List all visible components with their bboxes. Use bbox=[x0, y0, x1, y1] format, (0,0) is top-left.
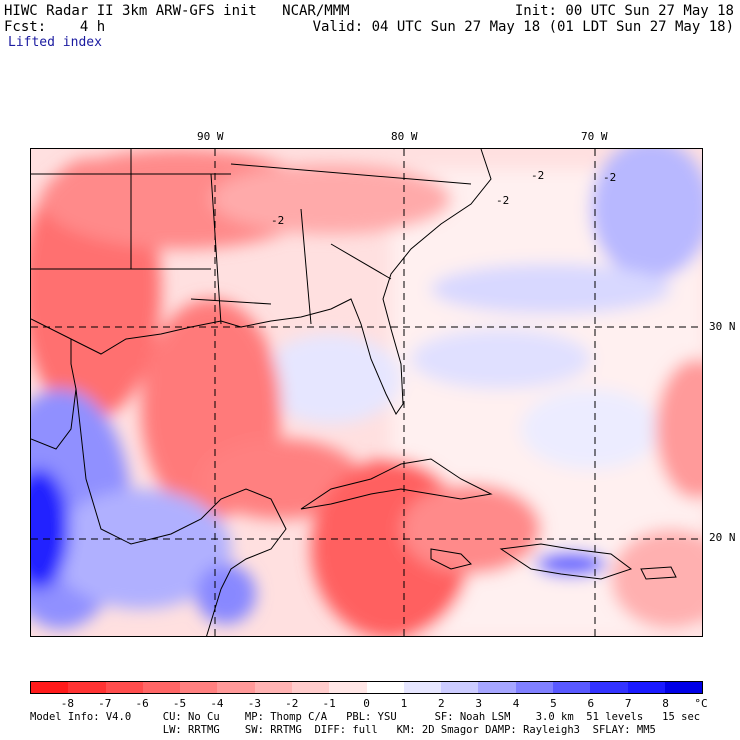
colorbar bbox=[30, 681, 703, 694]
map-canvas: -2 -2 -2 -2 bbox=[31, 149, 702, 636]
colorbar-swatch bbox=[329, 682, 367, 693]
contour-label: -2 bbox=[496, 194, 509, 207]
model-info-line1: Model Info: V4.0 CU: No Cu MP: Thomp C/A… bbox=[30, 711, 701, 723]
colorbar-tick-label: 5 bbox=[550, 697, 557, 710]
colorbar-tick-label: -4 bbox=[210, 697, 224, 710]
lon-label-90w: 90 W bbox=[197, 130, 224, 143]
header-init: Init: 00 UTC Sun 27 May 18 bbox=[514, 3, 734, 19]
colorbar-tick-label: -3 bbox=[247, 697, 261, 710]
colorbar-swatch bbox=[478, 682, 516, 693]
colorbar-swatch bbox=[31, 682, 69, 693]
header-forecast: Fcst: 4 h bbox=[4, 19, 106, 35]
colorbar-swatch bbox=[366, 682, 404, 693]
header-valid: Valid: 04 UTC Sun 27 May 18 (01 LDT Sun … bbox=[312, 19, 734, 35]
contour-label: -2 bbox=[531, 169, 544, 182]
colorbar-tick-label: -2 bbox=[285, 697, 299, 710]
colorbar-swatch bbox=[590, 682, 628, 693]
colorbar-swatch bbox=[142, 682, 181, 693]
lifted-index-map: -2 -2 -2 -2 bbox=[30, 148, 703, 637]
colorbar-tick-label: 1 bbox=[400, 697, 408, 710]
shading-field bbox=[31, 149, 702, 636]
colorbar-tick-label: 0 bbox=[363, 697, 370, 710]
colorbar-tick-label: 4 bbox=[512, 697, 520, 710]
colorbar-tick-label: -6 bbox=[135, 697, 149, 710]
colorbar-swatch bbox=[291, 682, 330, 693]
lat-label-20n: 20 N bbox=[709, 531, 736, 544]
colorbar-swatch bbox=[552, 682, 591, 693]
colorbar-tick-label: -7 bbox=[98, 697, 112, 710]
colorbar-swatch bbox=[515, 682, 553, 693]
colorbar-tick-label: 2 bbox=[437, 697, 445, 710]
colorbar-tick-label: 7 bbox=[624, 697, 632, 710]
colorbar-swatch bbox=[254, 682, 292, 693]
contour-label: -2 bbox=[603, 171, 616, 184]
colorbar-swatch bbox=[105, 682, 143, 693]
colorbar-tick-label: 6 bbox=[587, 697, 595, 710]
colorbar-swatch bbox=[627, 682, 665, 693]
colorbar-swatch bbox=[441, 682, 479, 693]
colorbar-swatch bbox=[217, 682, 255, 693]
lon-label-70w: 70 W bbox=[581, 130, 608, 143]
colorbar-tick-label: -1 bbox=[322, 697, 336, 710]
colorbar-tick-label: 8 bbox=[662, 697, 669, 710]
colorbar-swatch bbox=[403, 682, 442, 693]
contour-label: -2 bbox=[271, 214, 284, 227]
lat-lon-grid bbox=[31, 149, 702, 636]
colorbar-tick-label: 3 bbox=[475, 697, 482, 710]
lat-label-30n: 30 N bbox=[709, 320, 736, 333]
colorbar-swatch bbox=[664, 682, 703, 693]
colorbar-swatch bbox=[68, 682, 106, 693]
colorbar-unit: °C bbox=[694, 697, 708, 710]
colorbar-tick-label: -8 bbox=[60, 697, 74, 710]
colorbar-tick-label: -5 bbox=[172, 697, 187, 710]
lon-label-80w: 80 W bbox=[391, 130, 418, 143]
header-title: HIWC Radar II 3km ARW-GFS init NCAR/MMM bbox=[4, 3, 350, 19]
coastlines bbox=[31, 149, 677, 636]
field-name: Lifted index bbox=[8, 35, 102, 50]
colorbar-swatch bbox=[180, 682, 218, 693]
model-info-line2: LW: RRTMG SW: RRTMG DIFF: full KM: 2D Sm… bbox=[30, 724, 656, 736]
